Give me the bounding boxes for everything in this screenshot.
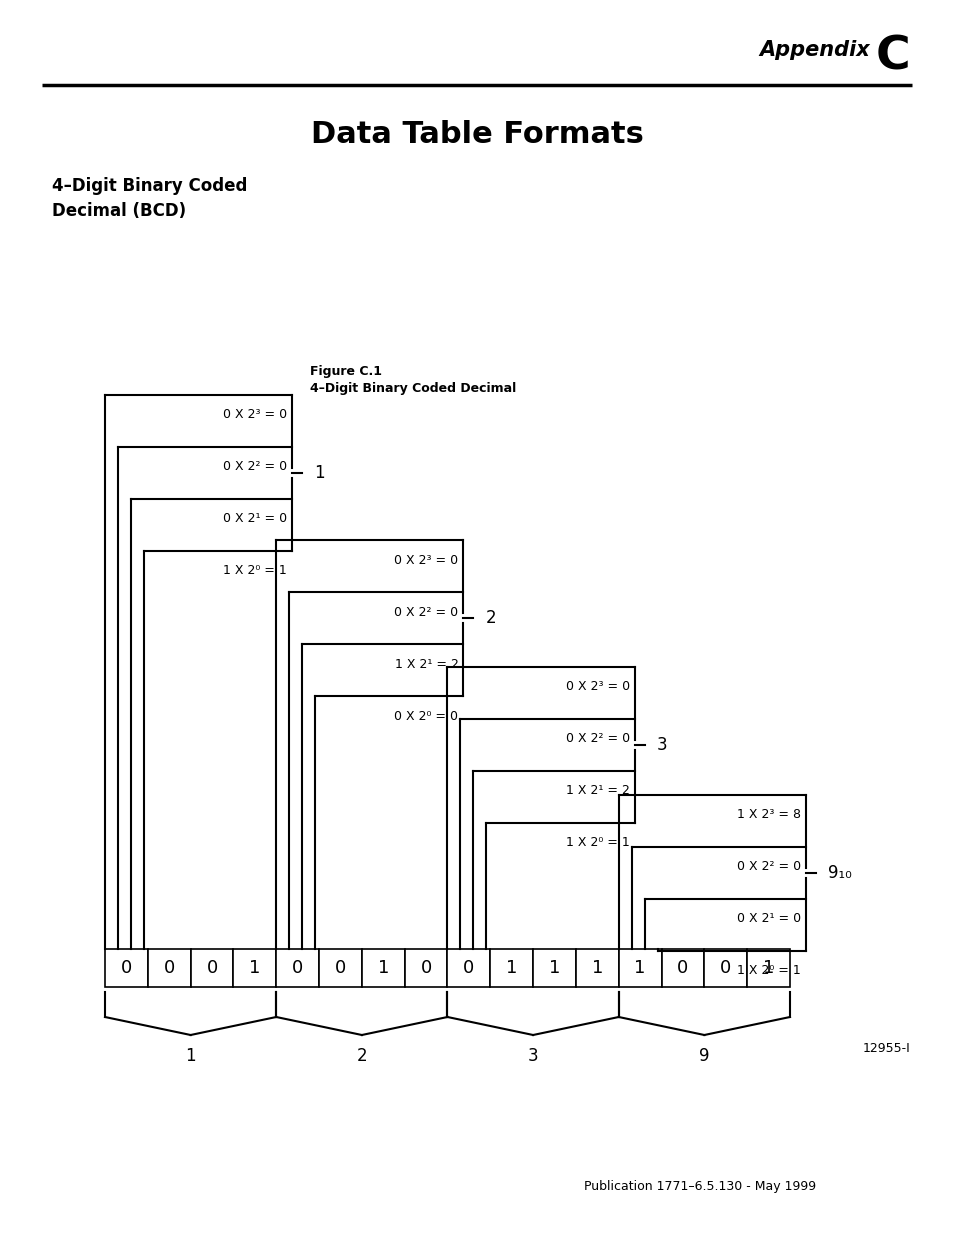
Text: 0: 0 <box>720 960 731 977</box>
Bar <box>490 948 533 987</box>
Text: 1 X 2³ = 8: 1 X 2³ = 8 <box>737 809 801 821</box>
Bar <box>618 948 660 987</box>
Bar <box>361 948 404 987</box>
Text: 1: 1 <box>249 960 260 977</box>
Text: 3: 3 <box>656 736 667 755</box>
Text: 1: 1 <box>377 960 389 977</box>
Text: 12955-I: 12955-I <box>862 1042 909 1055</box>
Text: 0: 0 <box>163 960 174 977</box>
Text: 4–Digit Binary Coded
Decimal (BCD): 4–Digit Binary Coded Decimal (BCD) <box>52 177 247 220</box>
Text: 0 X 2⁰ = 0: 0 X 2⁰ = 0 <box>395 709 458 722</box>
Bar <box>746 948 789 987</box>
Text: Appendix: Appendix <box>759 40 869 61</box>
Text: 1 X 2⁰ = 1: 1 X 2⁰ = 1 <box>565 836 629 850</box>
Text: 0: 0 <box>292 960 303 977</box>
Text: 0 X 2² = 0: 0 X 2² = 0 <box>223 461 287 473</box>
Text: 0 X 2³ = 0: 0 X 2³ = 0 <box>394 553 458 567</box>
Text: 0 X 2² = 0: 0 X 2² = 0 <box>394 605 458 619</box>
Bar <box>233 948 276 987</box>
Bar <box>660 948 703 987</box>
Text: 0: 0 <box>463 960 474 977</box>
Bar <box>148 948 191 987</box>
Text: 4–Digit Binary Coded Decimal: 4–Digit Binary Coded Decimal <box>310 382 516 395</box>
Text: 0: 0 <box>677 960 688 977</box>
Bar <box>533 948 576 987</box>
Text: 1: 1 <box>591 960 602 977</box>
Text: 1 X 2⁰ = 1: 1 X 2⁰ = 1 <box>737 965 801 977</box>
Text: 0 X 2³ = 0: 0 X 2³ = 0 <box>565 680 629 694</box>
Text: 0 X 2³ = 0: 0 X 2³ = 0 <box>223 409 287 421</box>
Bar <box>105 948 148 987</box>
Bar <box>318 948 361 987</box>
Text: 1: 1 <box>762 960 774 977</box>
Text: Data Table Formats: Data Table Formats <box>311 120 642 149</box>
Bar <box>404 948 447 987</box>
Text: 3: 3 <box>527 1047 537 1065</box>
Text: 1 X 2¹ = 2: 1 X 2¹ = 2 <box>395 657 458 671</box>
Text: Publication 1771–6.5.130 - May 1999: Publication 1771–6.5.130 - May 1999 <box>583 1179 815 1193</box>
Text: C: C <box>874 35 909 80</box>
Text: 1 X 2⁰ = 1: 1 X 2⁰ = 1 <box>223 564 287 578</box>
Bar <box>276 948 318 987</box>
Text: 0: 0 <box>420 960 432 977</box>
Text: 1: 1 <box>634 960 645 977</box>
Text: 9₁₀: 9₁₀ <box>827 864 851 882</box>
Text: 1: 1 <box>505 960 517 977</box>
Text: 0 X 2¹ = 0: 0 X 2¹ = 0 <box>736 913 801 925</box>
Bar <box>703 948 746 987</box>
Text: 0: 0 <box>121 960 132 977</box>
Text: 2: 2 <box>356 1047 367 1065</box>
Text: 9: 9 <box>699 1047 709 1065</box>
Text: 0 X 2² = 0: 0 X 2² = 0 <box>736 861 801 873</box>
Bar <box>191 948 233 987</box>
Text: 1 X 2¹ = 2: 1 X 2¹ = 2 <box>565 784 629 798</box>
Text: 1: 1 <box>185 1047 195 1065</box>
Text: Figure C.1: Figure C.1 <box>310 366 381 378</box>
Text: 0 X 2² = 0: 0 X 2² = 0 <box>565 732 629 746</box>
Text: 1: 1 <box>548 960 559 977</box>
Bar <box>576 948 618 987</box>
Text: 2: 2 <box>485 609 496 627</box>
Text: 0 X 2¹ = 0: 0 X 2¹ = 0 <box>223 513 287 526</box>
Text: 0: 0 <box>206 960 217 977</box>
Text: 0: 0 <box>335 960 346 977</box>
Text: 1: 1 <box>314 464 325 482</box>
Bar <box>447 948 490 987</box>
